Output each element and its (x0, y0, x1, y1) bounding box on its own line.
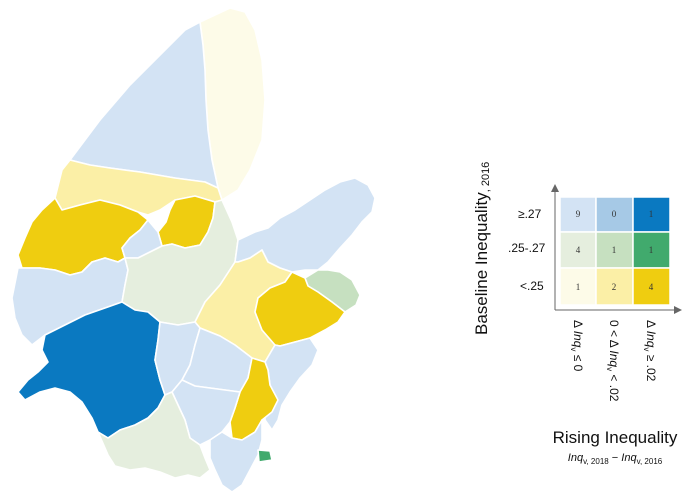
legend-count-r1-c1: 1 (612, 245, 617, 255)
map-region-south-green[interactable] (97, 391, 211, 479)
legend-y-title: Baseline Inequality, 2016 (472, 162, 492, 335)
map-region-southeast-strip[interactable] (264, 337, 319, 431)
legend-y-arrowhead (551, 184, 559, 192)
legend-count-r1-c2: 1 (649, 245, 654, 255)
legend-x-title: Rising Inequality (553, 428, 678, 447)
map-region-northwest[interactable] (69, 21, 219, 189)
legend-count-r2-c0: 1 (576, 282, 581, 292)
legend-cell-r2-c1 (595, 267, 634, 306)
legend-count-r2-c1: 2 (612, 282, 617, 292)
legend-cell-r2-c0 (559, 267, 597, 306)
legend-cell-r1-c2 (632, 231, 671, 269)
legend-col-label-large-rise: Δ Inqv ≥ .02 (642, 320, 658, 382)
legend-count-r0-c1: 0 (612, 209, 617, 219)
legend-row-label-high: ≥.27 (518, 207, 542, 221)
bivariate-legend: Baseline Inequality, 2016 ≥.27 .25-.27 <… (472, 162, 682, 466)
legend-count-r2-c2: 4 (649, 282, 654, 292)
legend-cell-r0-c2 (632, 196, 671, 233)
legend-col-label-small-rise: 0 < Δ Inqv < .02 (605, 320, 621, 402)
legend-cell-r2-c2 (632, 267, 671, 306)
legend-row-label-mid: .25-.27 (508, 241, 546, 255)
legend-cell-r0-c1 (595, 196, 634, 233)
legend-axes (551, 184, 682, 314)
legend-grid: 9 0 1 4 1 1 1 2 4 (559, 196, 671, 306)
legend-col-label-decrease: Δ Inqv ≤ 0 (569, 320, 585, 372)
legend-x-arrowhead (674, 306, 682, 314)
legend-cell-r1-c1 (595, 231, 634, 269)
legend-row-label-low: <.25 (520, 279, 544, 293)
legend-count-r0-c0: 9 (576, 209, 581, 219)
legend-count-r0-c2: 1 (649, 209, 654, 219)
map-region-small-green[interactable] (257, 449, 273, 463)
legend-count-r1-c0: 4 (576, 245, 581, 255)
district-map (11, 7, 376, 493)
map-region-south-yellow[interactable] (229, 357, 279, 441)
map-region-east-yellow[interactable] (254, 271, 346, 347)
legend-x-formula: Inqv, 2018 − Inqv, 2016 (568, 452, 663, 466)
legend-cell-r1-c0 (559, 231, 597, 269)
